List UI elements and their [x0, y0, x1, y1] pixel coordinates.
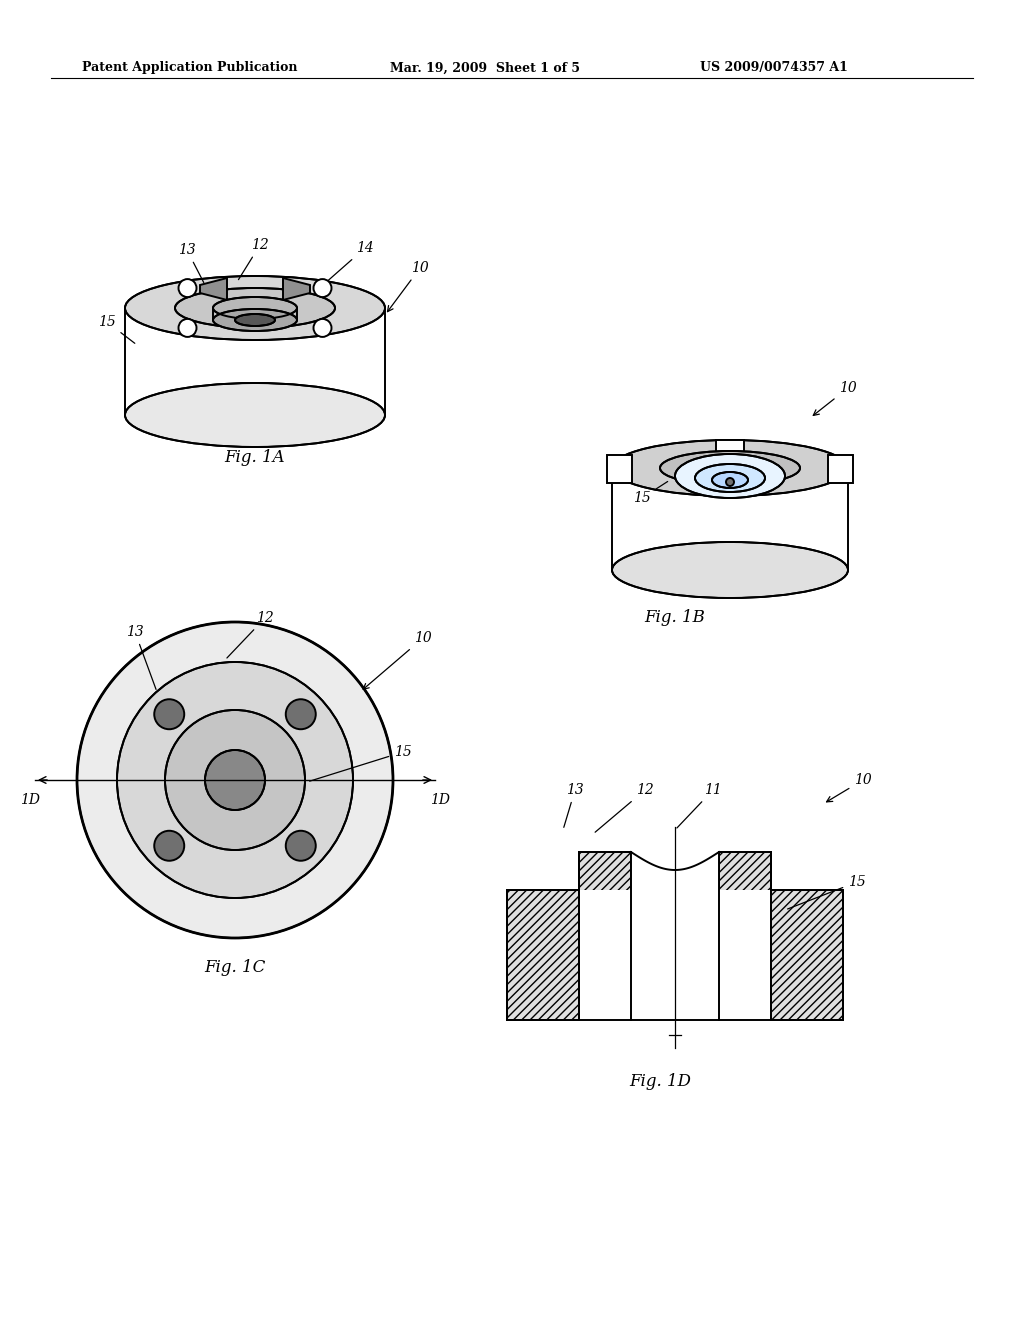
- Bar: [719, 890, 771, 1020]
- Ellipse shape: [125, 276, 385, 341]
- Text: 10: 10: [364, 631, 432, 689]
- Text: 15: 15: [309, 744, 412, 781]
- Bar: [719, 851, 771, 982]
- Text: 13: 13: [178, 243, 204, 282]
- Ellipse shape: [660, 451, 800, 484]
- Polygon shape: [283, 279, 310, 300]
- Circle shape: [286, 830, 315, 861]
- Text: 13: 13: [126, 624, 156, 689]
- Ellipse shape: [125, 383, 385, 447]
- Ellipse shape: [77, 622, 393, 939]
- Circle shape: [178, 319, 197, 337]
- Ellipse shape: [175, 288, 335, 327]
- Text: Fig. 1C: Fig. 1C: [205, 960, 265, 977]
- Text: Fig. 1D: Fig. 1D: [629, 1073, 691, 1090]
- Text: 10: 10: [826, 774, 871, 801]
- Ellipse shape: [712, 473, 748, 488]
- Text: 15: 15: [633, 482, 668, 506]
- Bar: [716, 440, 744, 462]
- Text: 1D: 1D: [20, 793, 40, 807]
- Text: 15: 15: [98, 315, 135, 343]
- Polygon shape: [200, 279, 227, 300]
- Circle shape: [178, 279, 197, 297]
- Text: Mar. 19, 2009  Sheet 1 of 5: Mar. 19, 2009 Sheet 1 of 5: [390, 62, 580, 74]
- Text: 13: 13: [564, 783, 584, 828]
- Ellipse shape: [165, 710, 305, 850]
- Bar: [607, 455, 632, 483]
- Ellipse shape: [675, 454, 785, 498]
- Bar: [507, 890, 579, 1020]
- Text: Patent Application Publication: Patent Application Publication: [82, 62, 298, 74]
- Bar: [579, 851, 631, 982]
- Circle shape: [726, 478, 734, 486]
- Bar: [579, 890, 631, 1020]
- Text: 11: 11: [677, 783, 722, 828]
- Ellipse shape: [234, 314, 275, 326]
- Text: 14: 14: [325, 242, 374, 284]
- Ellipse shape: [205, 750, 265, 810]
- Text: 12: 12: [227, 611, 273, 657]
- Bar: [631, 851, 719, 1020]
- Text: US 2009/0074357 A1: US 2009/0074357 A1: [700, 62, 848, 74]
- Text: Fig. 1B: Fig. 1B: [644, 610, 706, 627]
- Circle shape: [286, 700, 315, 729]
- Circle shape: [155, 830, 184, 861]
- Ellipse shape: [612, 440, 848, 496]
- Circle shape: [313, 279, 332, 297]
- Circle shape: [313, 319, 332, 337]
- Text: 15: 15: [787, 875, 866, 909]
- Bar: [771, 890, 843, 1020]
- Text: Fig. 1A: Fig. 1A: [224, 450, 286, 466]
- Ellipse shape: [695, 465, 765, 492]
- Text: 10: 10: [813, 381, 857, 416]
- Text: 12: 12: [239, 238, 269, 280]
- Ellipse shape: [612, 543, 848, 598]
- Ellipse shape: [213, 297, 297, 319]
- Text: 1D: 1D: [430, 793, 450, 807]
- Text: 12: 12: [595, 783, 654, 832]
- Circle shape: [155, 700, 184, 729]
- Bar: [828, 455, 853, 483]
- Ellipse shape: [213, 309, 297, 331]
- Ellipse shape: [117, 663, 353, 898]
- Text: 10: 10: [387, 261, 429, 312]
